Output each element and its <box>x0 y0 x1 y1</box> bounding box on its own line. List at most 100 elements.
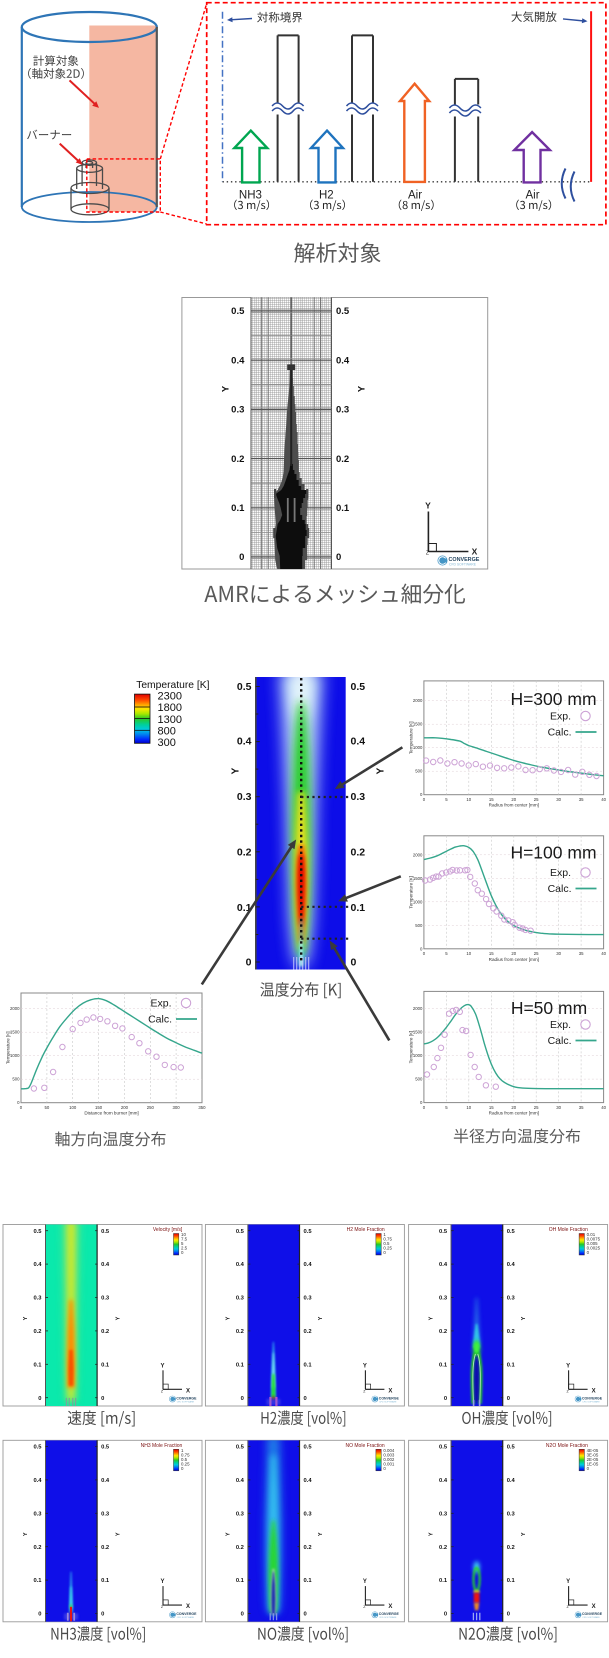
svg-text:0.4: 0.4 <box>101 1478 110 1484</box>
svg-text:0.2: 0.2 <box>101 1545 109 1551</box>
svg-text:0.4: 0.4 <box>507 1478 516 1484</box>
svg-text:0.2: 0.2 <box>351 847 366 859</box>
svg-text:0.2: 0.2 <box>507 1329 515 1335</box>
svg-text:Y: Y <box>429 1532 435 1536</box>
svg-text:1000: 1000 <box>413 745 423 750</box>
svg-text:Y: Y <box>429 1316 435 1320</box>
svg-text:CONVERGE: CONVERGE <box>176 1612 197 1616</box>
svg-text:3E-05: 3E-05 <box>587 1452 599 1457</box>
svg-text:CONVERGE: CONVERGE <box>582 1612 603 1616</box>
svg-text:0.2: 0.2 <box>236 1545 244 1551</box>
svg-text:N2O Mole Fraction: N2O Mole Fraction <box>546 1443 588 1449</box>
svg-text:Y: Y <box>116 1316 122 1320</box>
svg-text:0: 0 <box>420 1100 423 1105</box>
svg-text:0.2: 0.2 <box>236 1329 244 1335</box>
svg-text:Y: Y <box>23 1316 29 1320</box>
svg-text:0.5: 0.5 <box>336 306 350 317</box>
svg-text:100: 100 <box>69 1105 77 1110</box>
svg-text:0.1: 0.1 <box>439 1578 448 1584</box>
svg-text:0.2: 0.2 <box>231 454 244 465</box>
svg-text:Y: Y <box>318 1532 324 1536</box>
svg-text:0.25: 0.25 <box>181 1462 190 1467</box>
svg-text:0.3: 0.3 <box>439 1296 448 1302</box>
svg-text:0.3: 0.3 <box>439 1511 448 1517</box>
svg-text:30: 30 <box>556 951 561 956</box>
svg-text:0.4: 0.4 <box>304 1262 313 1268</box>
svg-text:2300: 2300 <box>158 691 182 703</box>
svg-text:0.4: 0.4 <box>336 355 350 366</box>
svg-text:CFD SOFTWARE: CFD SOFTWARE <box>582 1400 600 1403</box>
svg-text:Y: Y <box>160 1363 164 1369</box>
svg-text:1: 1 <box>181 1448 184 1453</box>
svg-text:0.1: 0.1 <box>33 1362 42 1368</box>
svg-text:0.3: 0.3 <box>33 1296 42 1302</box>
svg-text:0: 0 <box>20 1105 23 1110</box>
svg-text:250: 250 <box>147 1105 155 1110</box>
svg-text:0: 0 <box>423 1105 426 1110</box>
svg-text:350: 350 <box>198 1105 206 1110</box>
svg-text:0.1: 0.1 <box>237 902 252 914</box>
svg-text:10: 10 <box>466 1105 471 1110</box>
svg-text:NH3 Mole Fraction: NH3 Mole Fraction <box>141 1443 183 1449</box>
svg-text:0: 0 <box>423 951 426 956</box>
svg-text:10: 10 <box>466 951 471 956</box>
svg-text:0.5: 0.5 <box>439 1445 448 1451</box>
svg-text:Exp.: Exp. <box>550 867 571 879</box>
svg-text:Y: Y <box>225 1316 231 1320</box>
svg-text:Y: Y <box>363 1579 367 1585</box>
svg-text:0.1: 0.1 <box>236 1362 245 1368</box>
svg-text:0.3: 0.3 <box>304 1296 313 1302</box>
svg-text:H=50 mm: H=50 mm <box>511 998 587 1018</box>
svg-text:0.4: 0.4 <box>304 1478 313 1484</box>
svg-text:300: 300 <box>173 1105 181 1110</box>
svg-text:X: X <box>388 1604 392 1610</box>
svg-text:0.3: 0.3 <box>336 405 349 416</box>
svg-text:0.4: 0.4 <box>237 736 252 748</box>
svg-text:NH3: NH3 <box>239 190 262 202</box>
svg-text:Z: Z <box>161 1605 164 1609</box>
svg-text:35: 35 <box>579 1105 584 1110</box>
svg-text:0.004: 0.004 <box>383 1448 395 1453</box>
svg-text:CONVERGE: CONVERGE <box>176 1396 197 1400</box>
svg-text:0: 0 <box>239 552 244 563</box>
svg-text:20: 20 <box>511 797 516 802</box>
svg-text:4E-05: 4E-05 <box>587 1448 599 1453</box>
svg-text:CFD SOFTWARE: CFD SOFTWARE <box>449 563 477 567</box>
svg-text:0.1: 0.1 <box>507 1578 516 1584</box>
svg-text:CFD SOFTWARE: CFD SOFTWARE <box>379 1616 397 1619</box>
svg-text:CFD SOFTWARE: CFD SOFTWARE <box>379 1400 397 1403</box>
svg-text:0: 0 <box>444 1396 447 1402</box>
svg-text:0: 0 <box>507 1396 510 1402</box>
svg-text:0.4: 0.4 <box>351 736 366 748</box>
svg-text:0.75: 0.75 <box>383 1237 392 1242</box>
svg-text:CFD SOFTWARE: CFD SOFTWARE <box>582 1616 600 1619</box>
svg-text:5: 5 <box>445 951 448 956</box>
svg-text:0: 0 <box>181 1466 184 1471</box>
svg-text:0.3: 0.3 <box>33 1511 42 1517</box>
svg-text:0: 0 <box>304 1396 307 1402</box>
svg-text:0.5: 0.5 <box>383 1241 390 1246</box>
svg-text:H2: H2 <box>319 190 334 202</box>
svg-text:Radius from center [mm]: Radius from center [mm] <box>489 957 539 962</box>
svg-text:0.5: 0.5 <box>351 681 366 693</box>
svg-text:0.2: 0.2 <box>33 1329 41 1335</box>
svg-text:2000: 2000 <box>413 1006 423 1011</box>
svg-text:20: 20 <box>511 1105 516 1110</box>
svg-text:CONVERGE: CONVERGE <box>582 1396 603 1400</box>
svg-text:0.3: 0.3 <box>304 1511 313 1517</box>
svg-text:500: 500 <box>12 1077 20 1082</box>
svg-text:0.001: 0.001 <box>383 1462 395 1467</box>
svg-text:0.5: 0.5 <box>304 1229 313 1235</box>
svg-text:2.5: 2.5 <box>181 1246 188 1251</box>
svg-text:0.1: 0.1 <box>304 1362 313 1368</box>
svg-text:Z: Z <box>566 1605 569 1609</box>
svg-text:0.5: 0.5 <box>101 1229 110 1235</box>
svg-text:0.1: 0.1 <box>304 1578 313 1584</box>
svg-text:2000: 2000 <box>10 1006 20 1011</box>
svg-text:Distance from burner [mm]: Distance from burner [mm] <box>84 1111 138 1116</box>
svg-text:0.003: 0.003 <box>383 1452 395 1457</box>
svg-text:0.2: 0.2 <box>304 1329 312 1335</box>
svg-text:1500: 1500 <box>413 722 423 727</box>
svg-text:H=100 mm: H=100 mm <box>510 843 596 863</box>
svg-text:1500: 1500 <box>413 876 423 881</box>
